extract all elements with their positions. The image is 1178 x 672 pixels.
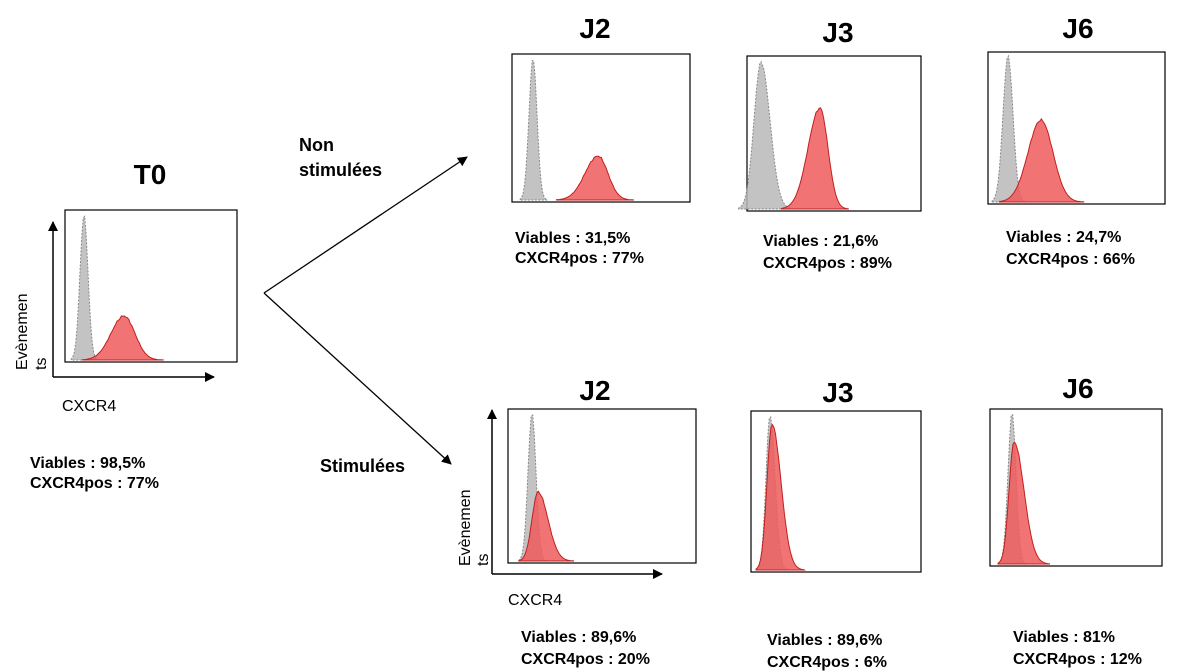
st-j6-title: J6: [1062, 373, 1093, 404]
t0-x-label: CXCR4: [62, 398, 116, 415]
st-j3-cxcr4-histogram: [755, 423, 806, 571]
st-j6-cxcr4pos: CXCR4pos : 12%: [1013, 651, 1142, 668]
ns-j6-cxcr4pos: CXCR4pos : 66%: [1006, 251, 1135, 268]
st-j3-title: J3: [822, 377, 853, 408]
ns-j6-cxcr4-histogram: [998, 117, 1085, 203]
label-stimulated: Stimulées: [320, 456, 405, 476]
ns-j2-cxcr4-histogram: [555, 155, 635, 201]
ns-j3-title: J3: [822, 17, 853, 48]
stimulated-row: J2 Evènemen ts CXCR4 Viables : 89,6% CXC…: [457, 373, 1163, 671]
st-j2-cxcr4pos: CXCR4pos : 20%: [521, 651, 650, 668]
arrow-stimulated: [263, 292, 452, 465]
ns-j6-title: J6: [1062, 13, 1093, 44]
ns-j3-isotype-histogram: [738, 60, 794, 210]
st-j6-cxcr4-histogram: [997, 441, 1051, 565]
st-j2-cxcr4-histogram: [518, 490, 575, 562]
arrow-non-stimulated: [263, 156, 468, 294]
st-y-label-line2: ts: [475, 554, 492, 566]
ns-j3-cxcr4-histogram: [781, 107, 849, 210]
st-j6-viables: Viables : 81%: [1013, 629, 1115, 646]
non-stimulated-row: J2 Viables : 31,5% CXCR4pos : 77% J3 Via…: [511, 13, 1166, 272]
ns-j3-cxcr4pos: CXCR4pos : 89%: [763, 255, 892, 272]
ns-j2-title: J2: [579, 13, 610, 44]
t0-title: T0: [134, 159, 167, 190]
st-y-label-line1: Evènemen: [457, 490, 474, 567]
label-non-line1: Non: [299, 135, 334, 155]
ns-j3-viables: Viables : 21,6%: [763, 233, 878, 250]
branch-arrows: Non stimulées Stimulées: [263, 135, 468, 476]
ns-j2-viables: Viables : 31,5%: [515, 230, 630, 247]
t0-cxcr4pos: CXCR4pos : 77%: [30, 475, 159, 492]
t0-panel: T0 Evènemen ts CXCR4 Viables : 98,5% CXC…: [14, 159, 238, 492]
st-j2-title: J2: [579, 375, 610, 406]
st-j2-viables: Viables : 89,6%: [521, 629, 636, 646]
t0-cxcr4-histogram: [81, 315, 164, 361]
t0-frame: [64, 209, 238, 363]
label-non-line2: stimulées: [299, 160, 382, 180]
t0-viables: Viables : 98,5%: [30, 455, 145, 472]
st-j3-viables: Viables : 89,6%: [767, 632, 882, 649]
st-j3-cxcr4pos: CXCR4pos : 6%: [767, 654, 887, 671]
ns-j2-cxcr4pos: CXCR4pos : 77%: [515, 250, 644, 267]
t0-y-label-line1: Evènemen: [14, 294, 31, 371]
ns-j6-viables: Viables : 24,7%: [1006, 229, 1121, 246]
st-j2-isotype-histogram: [518, 414, 548, 562]
t0-y-label-line2: ts: [33, 358, 50, 370]
st-x-label: CXCR4: [508, 592, 562, 609]
ns-j2-isotype-histogram: [519, 59, 549, 201]
